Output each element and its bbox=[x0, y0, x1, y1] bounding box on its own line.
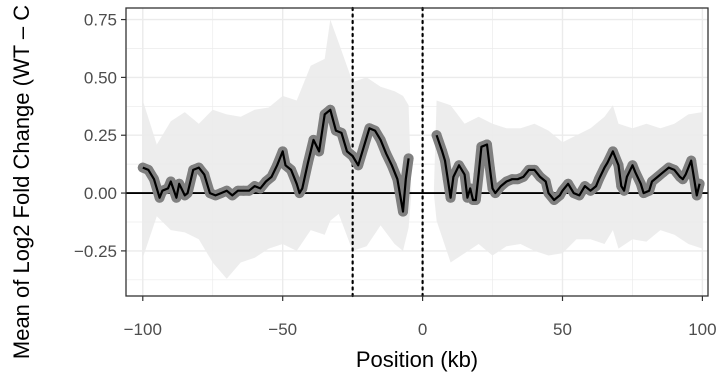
ribbon-area bbox=[142, 19, 703, 279]
x-tick-label: −50 bbox=[268, 320, 297, 339]
x-tick-label: 0 bbox=[418, 320, 427, 339]
x-tick-label: 100 bbox=[688, 320, 716, 339]
y-tick-label: 0.25 bbox=[84, 126, 117, 145]
y-tick-label: 0.75 bbox=[84, 11, 117, 30]
confidence-ribbon bbox=[142, 19, 703, 279]
series bbox=[137, 104, 705, 217]
data-point bbox=[403, 153, 414, 164]
series-segment-1 bbox=[137, 104, 414, 217]
x-axis: −100 −50 0 50 100 bbox=[124, 296, 717, 339]
x-tick-label: 50 bbox=[553, 320, 572, 339]
x-axis-title: Position (kb) bbox=[356, 347, 478, 372]
series-line bbox=[435, 134, 701, 202]
series-segment-2 bbox=[431, 130, 705, 205]
series-line bbox=[142, 108, 410, 213]
y-tick-label: 0.00 bbox=[84, 184, 117, 203]
y-axis: 0.75 0.50 0.25 0.00 −0.25 bbox=[74, 11, 126, 261]
panel-border bbox=[125, 7, 709, 297]
y-tick-label: 0.50 bbox=[84, 68, 117, 87]
x-tick-label: −100 bbox=[124, 320, 162, 339]
y-tick-label: −0.25 bbox=[74, 242, 117, 261]
y-axis-title: Mean of Log2 Fold Change (WT – C bbox=[9, 5, 34, 359]
